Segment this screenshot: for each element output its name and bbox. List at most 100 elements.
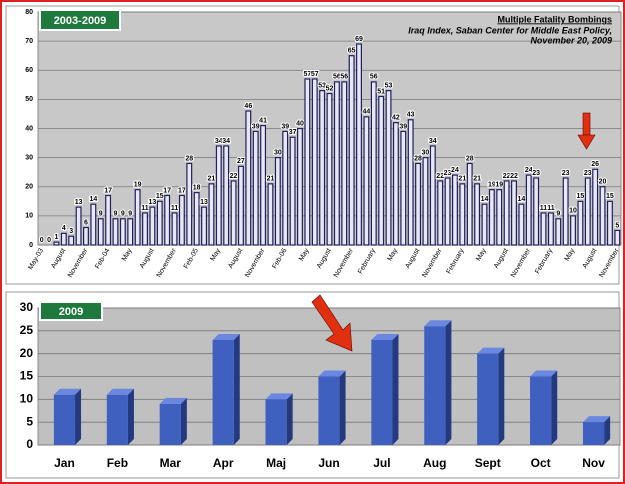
bar	[348, 55, 355, 246]
data-label: 34	[429, 138, 437, 145]
bar	[599, 186, 606, 246]
bar	[363, 116, 370, 246]
bar-side	[75, 388, 82, 445]
bar-side	[392, 333, 399, 445]
x-tick-label: Jul	[373, 456, 390, 470]
y-tick-label: 15	[20, 369, 34, 383]
data-label: 9	[556, 211, 560, 218]
data-label: 23	[444, 170, 452, 177]
x-tick-label: Apr	[213, 456, 234, 470]
data-label: 13	[148, 199, 156, 206]
data-label: 22	[436, 173, 444, 180]
data-label: 41	[259, 117, 267, 124]
x-tick-label: Jan	[54, 456, 75, 470]
bar	[267, 183, 274, 246]
bar	[311, 78, 318, 246]
bar-side	[498, 347, 505, 445]
data-label: 56	[333, 74, 341, 81]
bar	[319, 90, 326, 246]
x-tick-label: Sept	[475, 456, 501, 470]
arrow-2009	[311, 294, 353, 352]
data-label: 26	[591, 161, 599, 168]
x-tick-label: Jun	[318, 456, 339, 470]
data-label: 13	[75, 199, 83, 206]
data-label: 11	[540, 205, 548, 212]
bar	[555, 218, 562, 246]
data-label: 28	[185, 155, 193, 162]
source-line: November 20, 2009	[530, 35, 612, 45]
bar	[178, 194, 185, 246]
bar	[159, 403, 181, 445]
y-tick-label: 25	[20, 323, 34, 337]
bar	[260, 124, 267, 246]
bar	[570, 215, 576, 246]
bar	[105, 194, 112, 246]
data-label: 30	[274, 149, 282, 156]
bar	[90, 203, 97, 246]
y-tick-label: 30	[20, 300, 34, 314]
bar	[297, 127, 303, 246]
bar	[326, 92, 333, 246]
data-label: 11	[171, 205, 179, 212]
data-label: 39	[281, 123, 289, 130]
data-label: 23	[584, 170, 592, 177]
y-tick-label: 30	[25, 154, 33, 161]
data-label: 11	[547, 205, 555, 212]
data-label: 23	[562, 170, 570, 177]
data-label: 56	[340, 74, 348, 81]
bar-top	[159, 397, 187, 404]
bar	[518, 203, 525, 246]
data-label: 9	[121, 211, 125, 218]
bar	[156, 200, 163, 246]
y-tick-label: 10	[20, 392, 34, 406]
data-label: 4	[62, 225, 66, 232]
data-label: 6	[84, 219, 88, 226]
x-tick-label: Aug	[423, 456, 446, 470]
data-label: 28	[414, 155, 422, 162]
data-label: 57	[311, 71, 319, 78]
data-label: 53	[318, 82, 326, 89]
y-tick-label: 80	[25, 9, 33, 16]
bar	[378, 95, 385, 246]
bar	[437, 180, 444, 246]
data-label: 0	[40, 237, 44, 244]
bar	[385, 90, 392, 246]
bar	[474, 183, 481, 246]
bar	[424, 326, 446, 445]
bar	[193, 191, 200, 246]
bar	[488, 189, 495, 246]
bar	[112, 218, 119, 246]
data-label: 56	[370, 74, 378, 81]
bar-top	[106, 388, 134, 395]
bar	[53, 241, 60, 246]
bar-top	[424, 320, 452, 327]
data-label: 21	[458, 176, 466, 183]
bar-top	[212, 333, 240, 340]
bar	[134, 189, 141, 246]
y-tick-label: 40	[25, 125, 33, 132]
data-label: 3	[69, 228, 73, 235]
bar	[142, 212, 148, 246]
data-label: 13	[200, 199, 208, 206]
bar	[75, 206, 82, 246]
bar	[53, 394, 76, 445]
bar	[68, 235, 75, 246]
data-label: 53	[385, 82, 393, 89]
data-label: 18	[193, 184, 201, 191]
bar	[584, 177, 591, 246]
bar	[525, 174, 532, 246]
bar-top	[371, 333, 399, 340]
y-tick-label: 20	[20, 346, 34, 360]
bar	[97, 218, 104, 246]
data-label: 5	[615, 222, 619, 229]
bar	[83, 226, 89, 246]
data-label: 14	[481, 196, 489, 203]
data-label: 10	[569, 208, 577, 215]
chart-title: Multiple Fatality Bombings	[497, 14, 612, 24]
data-label: 17	[178, 187, 186, 194]
data-label: 15	[156, 193, 164, 200]
data-label: 17	[163, 187, 171, 194]
bar	[201, 206, 208, 246]
bar-side	[339, 370, 346, 445]
bar	[530, 376, 552, 445]
